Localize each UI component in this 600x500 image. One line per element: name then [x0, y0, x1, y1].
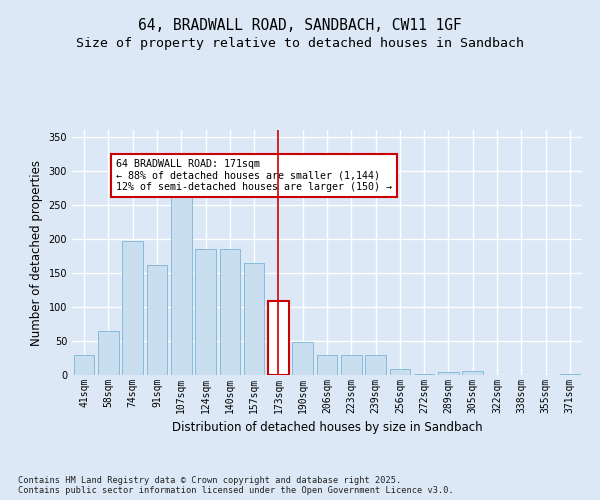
Bar — [171, 198, 191, 375]
Y-axis label: Number of detached properties: Number of detached properties — [30, 160, 43, 346]
Bar — [220, 249, 240, 375]
Bar — [244, 262, 265, 375]
Bar — [74, 356, 94, 375]
Bar — [341, 356, 362, 375]
Bar — [365, 356, 386, 375]
X-axis label: Distribution of detached houses by size in Sandbach: Distribution of detached houses by size … — [172, 422, 482, 434]
Bar — [98, 331, 119, 375]
Bar — [292, 342, 313, 375]
Text: Contains HM Land Registry data © Crown copyright and database right 2025.
Contai: Contains HM Land Registry data © Crown c… — [18, 476, 454, 495]
Bar — [146, 266, 167, 375]
Bar — [195, 249, 216, 375]
Bar — [463, 371, 483, 375]
Bar — [438, 372, 459, 375]
Bar — [268, 301, 289, 375]
Bar — [414, 374, 434, 375]
Text: 64, BRADWALL ROAD, SANDBACH, CW11 1GF: 64, BRADWALL ROAD, SANDBACH, CW11 1GF — [138, 18, 462, 32]
Bar — [122, 241, 143, 375]
Bar — [389, 369, 410, 375]
Bar — [317, 354, 337, 375]
Text: 64 BRADWALL ROAD: 171sqm
← 88% of detached houses are smaller (1,144)
12% of sem: 64 BRADWALL ROAD: 171sqm ← 88% of detach… — [116, 158, 392, 192]
Bar — [560, 374, 580, 375]
Text: Size of property relative to detached houses in Sandbach: Size of property relative to detached ho… — [76, 38, 524, 51]
